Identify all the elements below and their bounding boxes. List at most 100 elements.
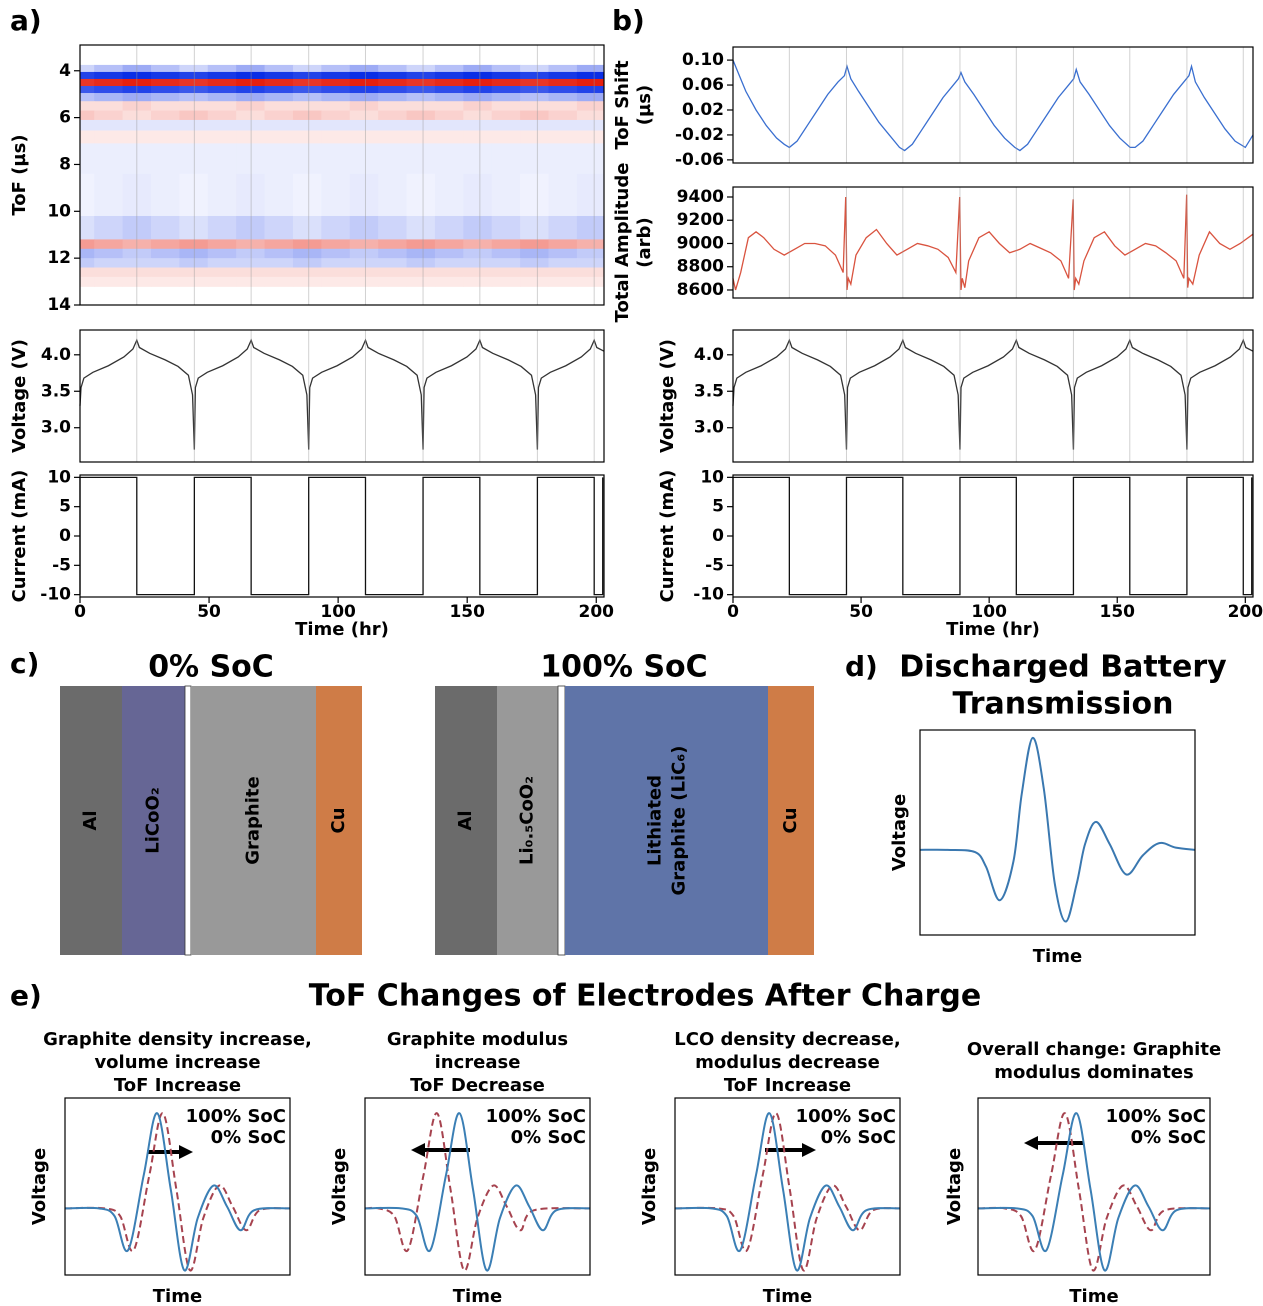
chart-title: Graphite modulus (387, 1029, 568, 1050)
heat-cell (321, 248, 351, 259)
panel-label: c) (10, 647, 39, 680)
heat-cell (463, 119, 493, 132)
layer (191, 686, 316, 955)
heat-cell (264, 173, 294, 217)
heat-cell (321, 258, 351, 269)
y-tick-label: 4.0 (694, 345, 724, 365)
heat-cell (548, 93, 578, 102)
axes-frame (64, 1097, 291, 1276)
heat-cell (378, 64, 408, 73)
heat-cell (122, 110, 152, 121)
heat-cell (122, 267, 152, 278)
heat-cell (548, 239, 578, 250)
diagram-title: 0% SoC (148, 650, 274, 685)
heat-cell (236, 276, 266, 287)
heat-cell (491, 64, 521, 73)
heat-cell (122, 258, 152, 269)
chart-title: LCO density decrease, (674, 1029, 900, 1050)
arrow-head (411, 1143, 425, 1157)
x-axis-label: Time (1069, 1286, 1118, 1306)
heat-cell (434, 276, 464, 287)
heat-cell (94, 85, 124, 94)
heat-cell (122, 101, 152, 112)
heat-cell (406, 64, 436, 73)
heat-cell (434, 173, 464, 217)
y-axis-label: Voltage (639, 1148, 660, 1225)
heat-cell (292, 276, 322, 287)
heat-cell (236, 143, 266, 175)
chart-title: ToF Increase (114, 1075, 241, 1096)
heat-cell (576, 173, 604, 217)
chart-title: Graphite density increase, (43, 1029, 312, 1050)
heat-cell (491, 173, 521, 217)
heat-cell (406, 267, 436, 278)
heat-cell (94, 248, 124, 259)
x-tick-label: 0 (74, 602, 86, 622)
heat-cell (321, 267, 351, 278)
heat-cell (463, 64, 493, 73)
heat-cell (406, 71, 436, 80)
heat-cell (463, 267, 493, 278)
heat-cell (576, 267, 604, 278)
heat-cell (548, 173, 578, 217)
heat-cell (321, 215, 351, 241)
legend-label: 0% SoC (511, 1127, 586, 1148)
heat-cell (520, 143, 550, 175)
heat-cell (349, 173, 379, 217)
heat-cell (264, 85, 294, 94)
y-axis-label: Voltage (29, 1148, 50, 1225)
data-line (732, 59, 1254, 152)
y-tick-label: 0.10 (682, 50, 724, 70)
y-tick-label: -5 (705, 555, 724, 575)
heat-cell (548, 130, 578, 144)
heat-cell (264, 71, 294, 80)
heat-cell (378, 173, 408, 217)
x-axis-label: Time (hr) (946, 619, 1040, 640)
heat-cell (122, 71, 152, 80)
heat-cell (349, 130, 379, 144)
data-line (364, 1112, 591, 1272)
legend-label: 100% SoC (796, 1106, 896, 1127)
heat-cell (236, 258, 266, 269)
x-axis-label: Time (1033, 946, 1082, 967)
heat-cell (122, 85, 152, 94)
heat-cell (179, 173, 209, 217)
heat-cell (434, 248, 464, 259)
heat-cell (264, 64, 294, 73)
heat-cell (207, 130, 237, 144)
heat-cell (491, 248, 521, 259)
panel-label: b) (612, 4, 645, 37)
heat-cell (122, 130, 152, 144)
layer (565, 686, 768, 955)
heat-cell (94, 276, 124, 287)
heat-cell (548, 64, 578, 73)
heat-cell (576, 85, 604, 94)
heat-cell (150, 71, 180, 80)
x-tick-label: 50 (197, 602, 221, 622)
heat-cell (576, 78, 604, 87)
arrow-head (802, 1143, 816, 1157)
y-tick-label: 0 (712, 526, 724, 546)
axes-frame (977, 1097, 1211, 1276)
heat-cell (378, 85, 408, 94)
layer-label: Al (80, 810, 101, 830)
heat-cell (264, 276, 294, 287)
layer (435, 686, 497, 955)
heat-cell (80, 64, 95, 73)
x-tick-label: 0 (727, 602, 739, 622)
chart-title: Transmission (953, 687, 1174, 722)
axes-frame (364, 1097, 591, 1276)
heat-cell (321, 239, 351, 250)
heat-cell (236, 85, 266, 94)
heat-cell (150, 85, 180, 94)
heat-cell (434, 85, 464, 94)
heat-cell (406, 173, 436, 217)
heat-cell (576, 64, 604, 73)
heat-cell (321, 173, 351, 217)
y-tick-label: -10 (40, 585, 71, 605)
heat-cell (236, 130, 266, 144)
y-axis-label: Voltage (944, 1148, 965, 1225)
heat-cell (264, 93, 294, 102)
layer (316, 686, 362, 955)
